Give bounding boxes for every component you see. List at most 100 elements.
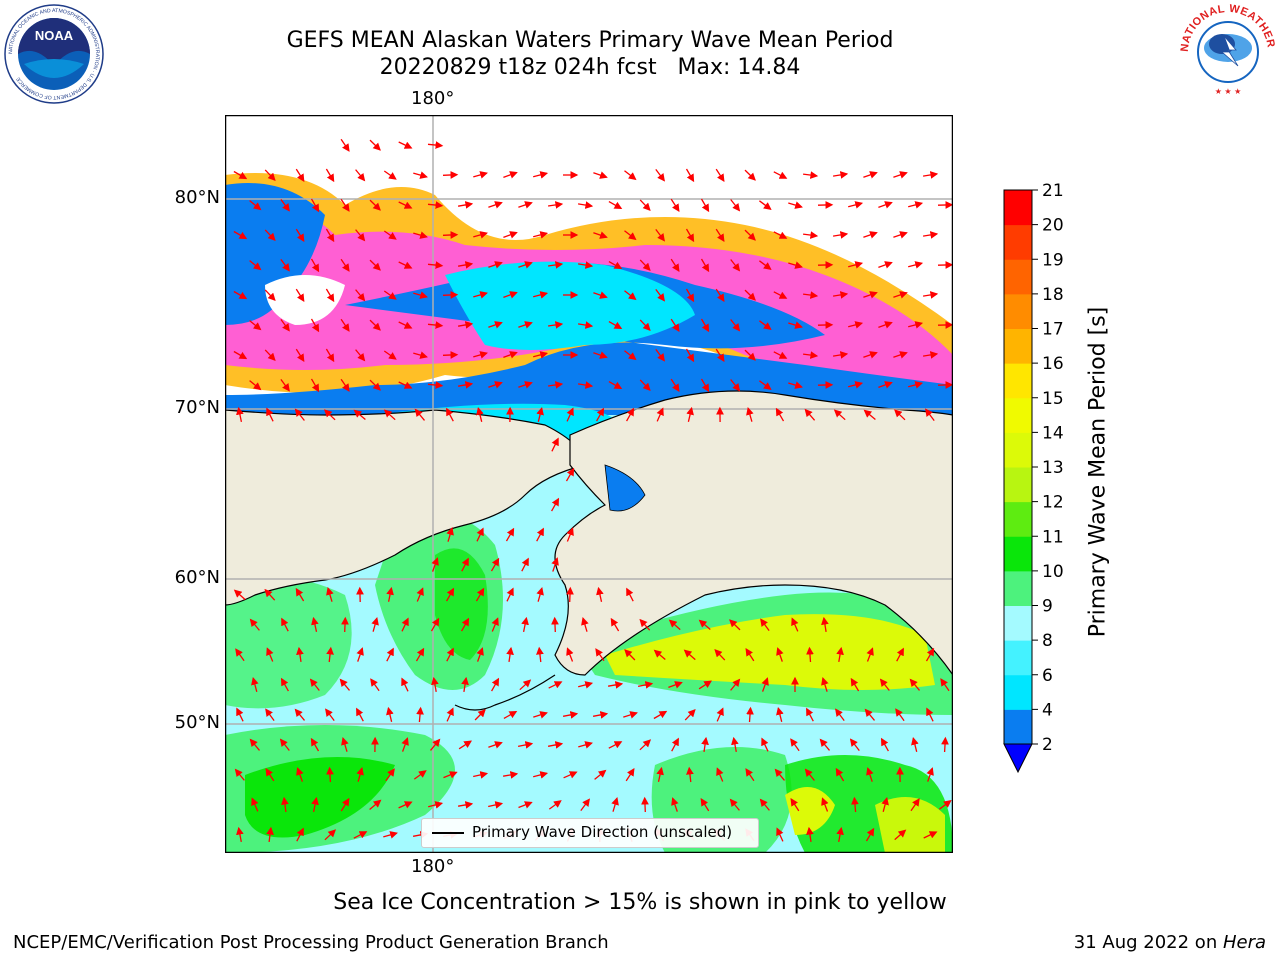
direction-arrow xyxy=(761,677,769,692)
direction-arrow xyxy=(759,798,770,811)
direction-arrow xyxy=(577,261,594,269)
direction-arrow xyxy=(340,318,350,332)
direction-arrow xyxy=(340,198,350,212)
direction-arrow xyxy=(864,708,875,721)
norton-sound xyxy=(604,464,646,512)
direction-arrow xyxy=(625,768,635,782)
direction-arrow xyxy=(893,231,908,239)
colorbar-title: Primary Wave Mean Period [s] xyxy=(1085,306,1111,638)
direction-arrow xyxy=(607,681,624,689)
direction-arrow xyxy=(383,831,398,839)
direction-arrow xyxy=(894,829,907,841)
sw-bright-green xyxy=(245,757,395,838)
direction-arrow xyxy=(923,831,938,839)
direction-arrow xyxy=(548,681,563,689)
footer-date-text: 31 Aug 2022 on xyxy=(1073,932,1223,953)
direction-arrow xyxy=(491,617,499,632)
colorbar-segment xyxy=(1004,674,1032,710)
direction-arrow xyxy=(281,796,289,812)
direction-arrow xyxy=(759,380,772,390)
direction-arrow xyxy=(803,291,819,299)
direction-arrow xyxy=(863,171,878,179)
direction-arrow xyxy=(611,797,619,812)
colorbar-tick-label: 21 xyxy=(1042,182,1064,201)
direction-arrow xyxy=(730,379,741,392)
direction-arrow xyxy=(653,649,666,660)
direction-arrow xyxy=(655,349,665,362)
direction-arrow xyxy=(729,619,741,631)
direction-arrow xyxy=(821,797,829,812)
direction-arrow xyxy=(518,801,533,809)
direction-arrow xyxy=(325,288,335,303)
direction-arrow xyxy=(908,381,924,389)
direction-arrow xyxy=(551,437,559,452)
colorbar-segment xyxy=(1004,363,1032,399)
direction-arrow xyxy=(519,679,532,691)
direction-arrow xyxy=(296,646,304,662)
direction-arrow xyxy=(803,171,819,179)
direction-arrow xyxy=(310,258,320,273)
colorbar-tick-label: 20 xyxy=(1042,216,1064,236)
direction-arrow xyxy=(249,618,260,631)
direction-arrow xyxy=(533,291,549,299)
direction-arrow xyxy=(443,771,458,779)
direction-arrow xyxy=(265,768,275,782)
colorbar-segment xyxy=(1004,640,1032,676)
direction-arrow xyxy=(577,201,594,209)
direction-arrow xyxy=(475,587,485,602)
direction-arrow xyxy=(714,648,726,661)
direction-arrow xyxy=(488,261,503,269)
direction-arrow xyxy=(563,771,578,779)
direction-arrow xyxy=(685,288,695,303)
direction-arrow xyxy=(863,409,876,420)
direction-arrow xyxy=(925,647,935,662)
direction-arrow xyxy=(746,407,754,422)
direction-arrow xyxy=(264,349,276,362)
direction-arrow xyxy=(536,587,544,602)
direction-arrow xyxy=(922,171,939,179)
direction-arrow xyxy=(806,707,814,722)
direction-arrow xyxy=(461,617,470,632)
direction-arrow xyxy=(595,648,605,662)
direction-arrow xyxy=(355,289,366,302)
direction-arrow xyxy=(488,321,503,329)
direction-arrow xyxy=(608,741,623,749)
direction-arrow xyxy=(326,587,334,602)
direction-arrow xyxy=(626,587,634,602)
direction-arrow xyxy=(849,738,860,751)
gulf-yellow-band xyxy=(605,614,935,690)
direction-arrow xyxy=(776,827,784,842)
direction-arrow xyxy=(295,587,305,602)
colorbar-tick-label: 10 xyxy=(1042,562,1064,582)
direction-arrow xyxy=(324,829,337,841)
direction-arrow xyxy=(685,168,695,183)
direction-arrow xyxy=(398,381,413,389)
direction-arrow xyxy=(866,767,874,782)
direction-arrow xyxy=(251,676,259,692)
direction-arrow xyxy=(461,676,469,693)
direction-arrow xyxy=(249,200,262,211)
direction-arrow xyxy=(848,201,864,209)
direction-arrow xyxy=(353,409,366,420)
direction-arrow xyxy=(383,170,397,180)
direction-arrow xyxy=(639,379,651,392)
direction-arrow xyxy=(848,381,864,389)
direction-arrow xyxy=(744,229,756,241)
direction-arrow xyxy=(577,321,594,329)
direction-arrow xyxy=(476,527,484,542)
direction-arrow xyxy=(398,141,413,149)
direction-arrow xyxy=(503,291,518,299)
footer-credit: NCEP/EMC/Verification Post Processing Pr… xyxy=(13,932,609,953)
direction-arrow xyxy=(385,768,395,782)
direction-arrow xyxy=(295,348,305,363)
direction-arrow xyxy=(325,348,335,363)
direction-arrow xyxy=(790,738,800,752)
direction-arrow xyxy=(311,616,319,632)
direction-arrow xyxy=(356,767,364,782)
colorbar-segment xyxy=(1004,709,1032,745)
footer-host: Hera xyxy=(1222,932,1266,953)
direction-arrow xyxy=(413,351,428,359)
direction-arrow xyxy=(266,826,274,842)
direction-arrow xyxy=(310,378,320,393)
direction-arrow xyxy=(790,798,800,812)
